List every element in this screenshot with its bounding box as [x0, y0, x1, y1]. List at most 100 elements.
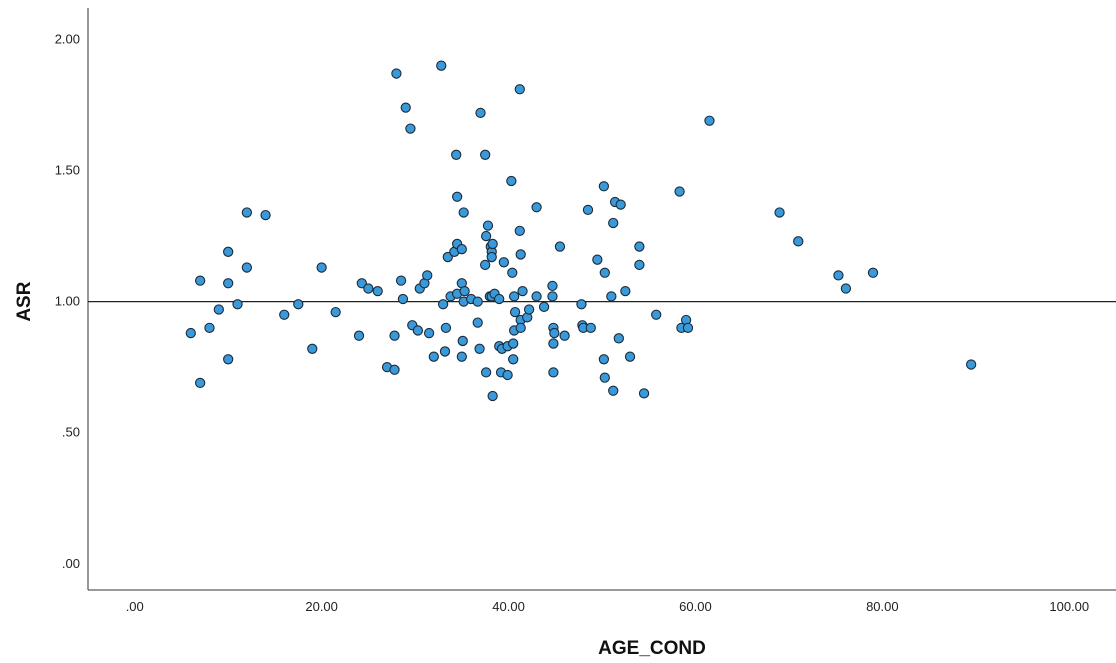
y-axis-title: ASR [14, 281, 35, 321]
data-point-94 [531, 202, 542, 213]
data-point-37 [437, 299, 449, 310]
data-point-126 [651, 309, 662, 320]
data-point-82 [508, 338, 519, 349]
data-point-23 [389, 330, 400, 341]
data-point-15 [316, 262, 327, 273]
data-point-95 [531, 291, 542, 302]
data-point-81 [508, 354, 519, 365]
data-point-97 [547, 280, 558, 292]
data-point-102 [549, 327, 560, 339]
data-point-137 [965, 359, 977, 370]
data-point-98 [547, 291, 558, 302]
data-point-3 [204, 322, 215, 333]
data-point-10 [241, 262, 253, 273]
data-point-127 [674, 186, 685, 197]
x-tick-labels: .00 20.00 40.00 60.00 80.00 100.00 [126, 599, 1089, 614]
data-point-45 [451, 191, 463, 202]
data-point-51 [458, 207, 469, 218]
data-point-123 [634, 241, 645, 252]
data-point-112 [598, 354, 610, 365]
data-point-119 [613, 333, 624, 344]
data-point-96 [538, 301, 550, 313]
x-tick-label-5: 100.00 [1049, 599, 1089, 614]
data-point-1 [194, 275, 206, 286]
data-point-43 [451, 149, 462, 160]
x-tick-label-0: .00 [126, 599, 144, 614]
data-point-73 [494, 293, 505, 305]
y-tick-label-1: .50 [62, 425, 80, 440]
data-point-20 [372, 285, 383, 297]
data-point-125 [638, 388, 650, 399]
data-point-25 [395, 275, 407, 286]
data-point-40 [442, 251, 453, 263]
data-point-91 [517, 285, 528, 297]
data-point-49 [456, 351, 467, 362]
data-point-17 [353, 330, 365, 341]
data-point-124 [634, 259, 645, 271]
data-point-69 [487, 238, 498, 250]
data-point-131 [704, 115, 715, 126]
data-point-88 [515, 249, 526, 260]
y-tick-label-3: 1.50 [55, 163, 80, 178]
data-points [185, 60, 977, 402]
data-point-136 [867, 267, 879, 278]
data-point-9 [241, 207, 253, 218]
y-tick-labels: .00 .50 1.00 1.50 2.00 [55, 31, 80, 570]
data-point-26 [397, 293, 409, 305]
data-point-122 [624, 351, 636, 362]
data-point-104 [559, 330, 570, 341]
data-point-7 [223, 354, 234, 365]
data-point-22 [389, 364, 400, 375]
data-point-120 [615, 199, 626, 210]
y-tick-label-4: 2.00 [55, 31, 80, 46]
data-point-117 [608, 385, 619, 396]
data-point-60 [480, 259, 491, 271]
data-point-47 [456, 244, 467, 255]
data-point-135 [840, 283, 852, 294]
data-point-115 [606, 291, 617, 302]
data-point-110 [592, 254, 603, 265]
data-point-58 [475, 107, 486, 119]
data-point-6 [223, 278, 234, 289]
x-tick-label-3: 60.00 [679, 599, 712, 614]
y-tick-label-0: .00 [62, 556, 80, 571]
data-point-121 [620, 285, 631, 297]
data-point-2 [194, 377, 206, 389]
data-point-133 [793, 236, 804, 247]
data-point-39 [440, 322, 452, 333]
data-point-132 [774, 207, 785, 218]
data-point-28 [405, 123, 416, 134]
data-point-16 [330, 306, 341, 318]
data-point-61 [480, 230, 492, 242]
data-point-55 [472, 296, 483, 307]
data-point-86 [514, 84, 525, 95]
data-point-116 [608, 217, 619, 229]
data-point-13 [293, 299, 304, 310]
data-point-4 [213, 304, 224, 315]
data-point-93 [523, 304, 535, 315]
x-tick-label-1: 20.00 [305, 599, 338, 614]
data-point-19 [363, 283, 374, 294]
data-point-34 [423, 327, 435, 339]
data-point-35 [428, 351, 439, 362]
data-point-130 [682, 322, 694, 333]
data-point-14 [307, 343, 318, 354]
data-point-113 [599, 267, 610, 278]
data-point-109 [585, 322, 596, 333]
y-tick-label-2: 1.00 [55, 294, 80, 309]
data-point-90 [515, 322, 526, 333]
data-point-63 [482, 220, 494, 231]
data-point-80 [507, 267, 518, 278]
data-point-70 [487, 390, 498, 402]
data-point-99 [548, 338, 559, 349]
data-point-8 [232, 299, 243, 310]
data-point-87 [514, 225, 525, 236]
data-point-78 [502, 369, 513, 381]
data-point-38 [439, 346, 451, 357]
data-point-30 [412, 325, 424, 336]
data-point-56 [472, 317, 483, 328]
data-point-84 [509, 291, 520, 302]
data-point-50 [457, 335, 468, 347]
data-point-101 [548, 367, 559, 378]
